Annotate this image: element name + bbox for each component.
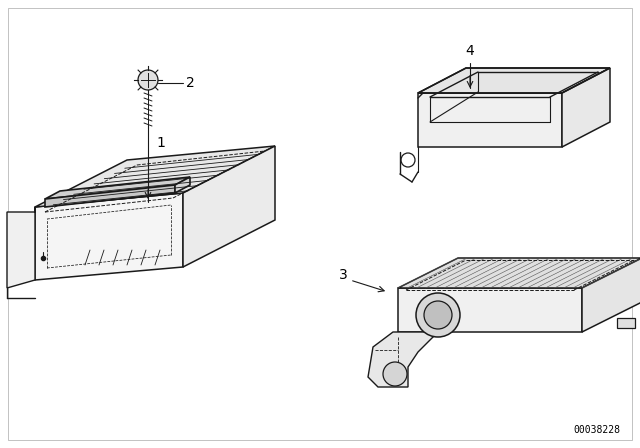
Text: 1: 1 xyxy=(156,136,165,150)
Polygon shape xyxy=(617,318,635,328)
Polygon shape xyxy=(562,68,610,147)
Circle shape xyxy=(383,362,407,386)
Polygon shape xyxy=(45,185,175,207)
Polygon shape xyxy=(175,177,190,193)
Circle shape xyxy=(416,293,460,337)
Text: 4: 4 xyxy=(466,44,474,58)
Circle shape xyxy=(138,70,158,90)
Polygon shape xyxy=(582,258,640,332)
Polygon shape xyxy=(35,146,275,207)
Polygon shape xyxy=(418,93,562,147)
Polygon shape xyxy=(398,288,582,332)
Polygon shape xyxy=(368,332,443,387)
Circle shape xyxy=(424,301,452,329)
Polygon shape xyxy=(7,207,35,288)
Polygon shape xyxy=(45,177,190,199)
Text: 2: 2 xyxy=(186,76,195,90)
Text: 3: 3 xyxy=(339,268,348,282)
Polygon shape xyxy=(418,68,610,93)
Polygon shape xyxy=(35,193,183,280)
Text: 00038228: 00038228 xyxy=(573,425,620,435)
Polygon shape xyxy=(183,146,275,267)
Polygon shape xyxy=(398,258,640,288)
